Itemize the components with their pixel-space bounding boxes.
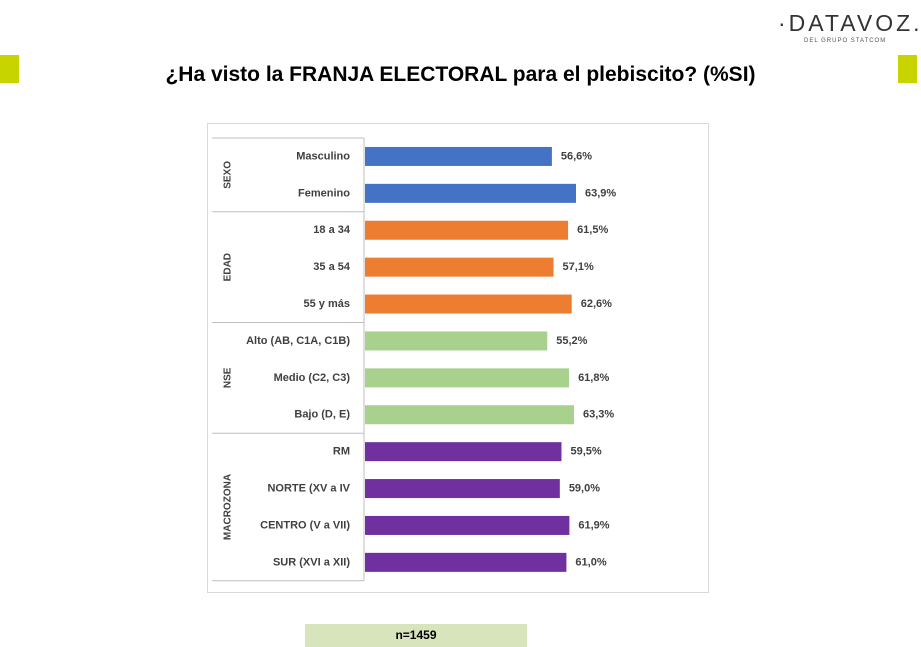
category-label: NORTE (XV a IV (267, 482, 350, 494)
category-label: RM (333, 446, 350, 458)
category-label: 35 a 54 (313, 261, 351, 273)
value-label: 61,0% (575, 556, 606, 568)
group-label: EDAD (223, 253, 234, 281)
accent-bar-left (0, 55, 19, 83)
bar (365, 220, 569, 240)
category-label: Masculino (296, 150, 350, 162)
category-label: 55 y más (304, 298, 350, 310)
bar (365, 368, 570, 388)
value-label: 59,0% (569, 482, 600, 494)
category-label: Medio (C2, C3) (274, 372, 351, 384)
value-label: 59,5% (570, 446, 601, 458)
value-label: 61,5% (577, 224, 608, 236)
category-label: 18 a 34 (313, 224, 351, 236)
group-label: NSE (223, 367, 234, 388)
bar (365, 331, 548, 351)
value-label: 61,9% (578, 519, 609, 531)
category-label: SUR (XVI a XII) (273, 556, 350, 568)
bar (365, 183, 576, 203)
bar (365, 515, 570, 535)
datavoz-logo: ·DATAVOZ. DEL GRUPO STATCOM (778, 8, 921, 48)
value-label: 62,6% (581, 298, 612, 310)
bar (365, 405, 575, 425)
bar (365, 294, 572, 314)
bar (365, 479, 560, 499)
category-label: Alto (AB, C1A, C1B) (246, 335, 350, 347)
value-label: 63,9% (585, 187, 616, 199)
value-label: 61,8% (578, 372, 609, 384)
bar (365, 146, 552, 166)
category-label: CENTRO (V a VII) (260, 519, 350, 531)
value-label: 56,6% (561, 150, 592, 162)
bar (365, 552, 567, 572)
accent-bar-right (898, 55, 917, 83)
page-title: ¿Ha visto la FRANJA ELECTORAL para el pl… (165, 63, 756, 86)
category-label: Femenino (298, 187, 350, 199)
bar (365, 257, 554, 277)
category-label: Bajo (D, E) (294, 409, 350, 421)
logo-tagline: DEL GRUPO STATCOM (804, 38, 887, 44)
value-label: 63,3% (583, 409, 614, 421)
bar (365, 442, 562, 462)
value-label: 57,1% (563, 261, 594, 273)
group-label: MACROZONA (223, 474, 234, 540)
sample-size-label: n=1459 (305, 624, 527, 647)
value-label: 55,2% (556, 335, 587, 347)
logo-name: ·DATAVOZ. (778, 10, 921, 36)
group-label: SEXO (223, 161, 234, 189)
